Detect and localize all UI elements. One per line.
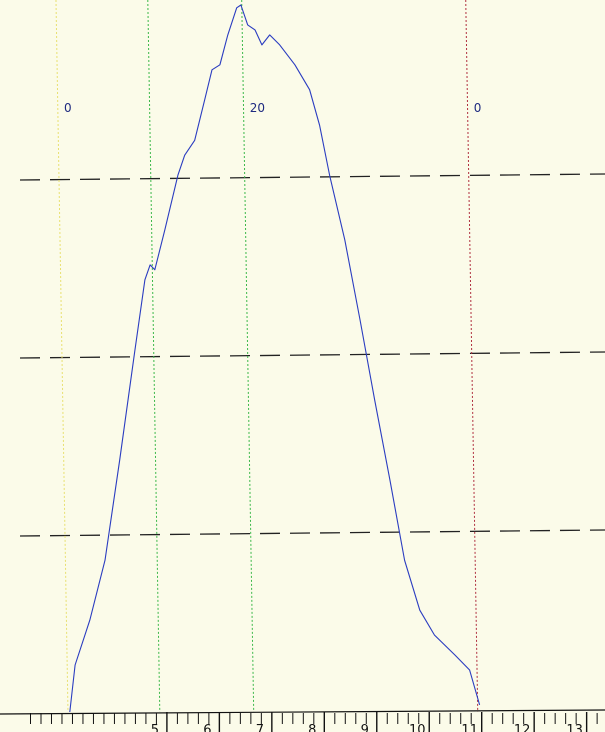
reference-line <box>241 0 255 713</box>
grid-line <box>19 529 605 537</box>
ruler-base <box>0 709 605 715</box>
x-tick-label: 12 <box>514 723 531 732</box>
trace <box>69 4 481 713</box>
x-tick-label: 6 <box>203 723 211 732</box>
x-tick-label: 5 <box>151 723 159 732</box>
x-tick-label: 7 <box>256 723 264 732</box>
x-tick-label: 10 <box>409 723 426 732</box>
reference-label: 0 <box>474 101 482 115</box>
x-tick-label: 11 <box>461 723 478 732</box>
reference-label: 20 <box>250 101 265 115</box>
reference-line <box>55 0 69 713</box>
reference-label: 0 <box>64 101 72 115</box>
grid-line <box>19 173 605 181</box>
x-tick-label: 13 <box>566 723 583 732</box>
x-tick-label: 9 <box>361 723 369 732</box>
grid-line <box>19 351 605 359</box>
x-tick-label: 8 <box>308 723 316 732</box>
reference-line <box>147 0 161 713</box>
reference-line <box>465 0 479 713</box>
